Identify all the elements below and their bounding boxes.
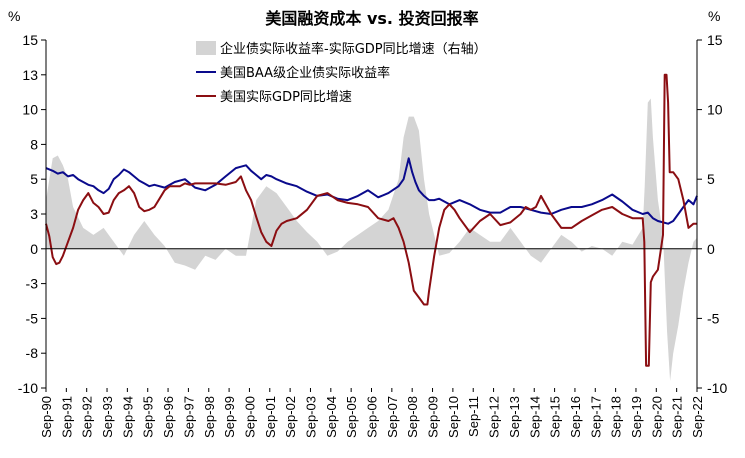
- x-tick-label: Sep-16: [568, 396, 583, 438]
- left-tick-label: 3: [30, 206, 38, 222]
- x-tick-label: Sep-00: [242, 396, 257, 438]
- legend-swatch-area: [196, 41, 216, 55]
- right-axis-unit: %: [708, 8, 720, 24]
- x-tick-label: Sep-04: [324, 396, 339, 438]
- line-layer: [45, 73, 698, 367]
- left-tick-label: 10: [22, 102, 38, 118]
- x-tick-label: Sep-08: [405, 396, 420, 438]
- x-tick-label: Sep-96: [161, 396, 176, 438]
- x-tick-label: Sep-20: [649, 396, 664, 438]
- x-tick-label: Sep-90: [39, 396, 54, 438]
- left-tick-label: -8: [26, 345, 39, 361]
- left-tick-label: 15: [22, 32, 38, 48]
- area-series-0: [46, 98, 697, 381]
- x-tick-label: Sep-97: [181, 396, 196, 438]
- right-tick-label: 10: [707, 102, 723, 118]
- legend-label: 美国BAA级企业债实际收益率: [220, 65, 390, 81]
- area-layer: [46, 98, 697, 381]
- legend-label: 企业债实际收益率-实际GDP同比增速（右轴）: [220, 41, 487, 57]
- left-tick-label: -3: [26, 276, 39, 292]
- x-tick-label: Sep-11: [466, 396, 481, 437]
- x-tick-label: Sep-02: [283, 396, 298, 438]
- left-tick-label: -10: [18, 380, 38, 396]
- x-tick-label: Sep-93: [100, 396, 115, 438]
- right-tick-label: -5: [707, 310, 720, 326]
- chart-title: 美国融资成本 vs. 投资回报率: [265, 9, 478, 28]
- x-tick-label: Sep-18: [609, 396, 624, 438]
- left-tick-label: 0: [30, 241, 38, 257]
- left-tick-label: 13: [22, 67, 38, 83]
- right-tick-label: 15: [707, 32, 723, 48]
- x-tick-label: Sep-98: [202, 396, 217, 438]
- legend-label: 美国实际GDP同比增速: [220, 90, 352, 105]
- x-tick-label: Sep-01: [263, 396, 278, 438]
- x-tick-label: Sep-19: [629, 396, 644, 438]
- line-series-2: [45, 73, 697, 367]
- line-series-1: [45, 157, 698, 225]
- x-tick-label: Sep-22: [690, 396, 705, 438]
- x-tick-label: Sep-05: [344, 396, 359, 438]
- x-axis-ticks: Sep-90 Sep-91 Sep-92 Sep-93 Sep-94 Sep-95 Sep-…: [39, 388, 705, 438]
- left-tick-label: 8: [30, 136, 38, 152]
- x-tick-label: Sep-91: [59, 396, 74, 438]
- right-axis-ticks: 15 10 5 0 -5 -10: [697, 32, 727, 396]
- right-tick-label: 5: [707, 171, 715, 187]
- x-tick-label: Sep-21: [670, 396, 685, 438]
- x-tick-label: Sep-92: [80, 396, 95, 438]
- x-tick-label: Sep-09: [426, 396, 441, 438]
- x-tick-label: Sep-13: [507, 396, 522, 438]
- right-tick-label: 0: [707, 241, 715, 257]
- legend: 企业债实际收益率-实际GDP同比增速（右轴） 美国BAA级企业债实际收益率美国实际…: [196, 41, 487, 105]
- right-tick-label: -10: [707, 380, 727, 396]
- x-tick-label: Sep-99: [222, 396, 237, 438]
- left-axis-ticks: 15 13 10 8 5 3 0 -3 -5 -8 -10: [18, 32, 46, 396]
- left-tick-label: 5: [30, 171, 38, 187]
- x-tick-label: Sep-94: [120, 396, 135, 438]
- x-tick-label: Sep-17: [588, 396, 603, 438]
- x-tick-label: Sep-10: [446, 396, 461, 438]
- x-tick-label: Sep-14: [527, 396, 542, 438]
- x-tick-label: Sep-03: [304, 396, 319, 438]
- left-axis-unit: %: [8, 8, 20, 24]
- axis-layer: [45, 40, 698, 388]
- x-tick-label: Sep-06: [365, 396, 380, 438]
- x-tick-label: Sep-07: [385, 396, 400, 438]
- x-tick-label: Sep-12: [487, 396, 502, 438]
- x-tick-label: Sep-15: [548, 396, 563, 438]
- left-tick-label: -5: [26, 310, 39, 326]
- x-tick-label: Sep-95: [141, 396, 156, 438]
